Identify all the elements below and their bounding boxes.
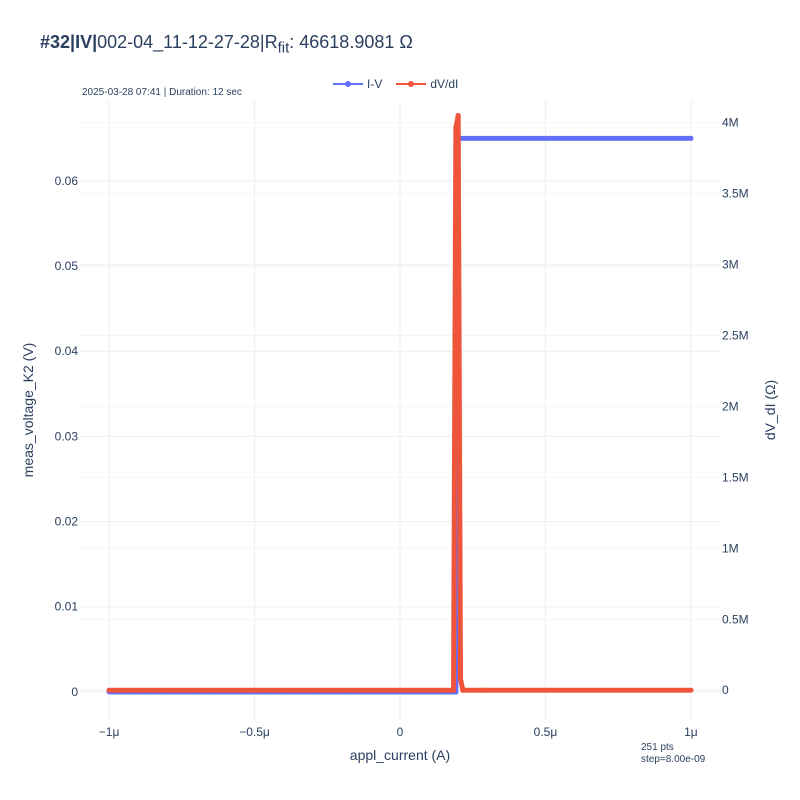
chart-title: #32|IV|002-04_11-12-27-28|Rfit: 46618.90… [40, 32, 413, 57]
title-prefix: #32|IV| [40, 32, 98, 52]
chart-subtitle: 2025-03-28 07:41 | Duration: 12 sec [82, 87, 242, 98]
y2-tick-label: 3M [722, 258, 739, 272]
series-dvdi [106, 113, 694, 693]
series-iv-point [688, 135, 694, 141]
legend-label-dvdi: dV/dI [430, 77, 459, 91]
tick-labels: −1μ −0.5μ 0 0.5μ 1μ 0 0.01 0.02 0.03 0.04 0.05 0.06… [55, 116, 749, 739]
series-dvdi-point [688, 687, 694, 693]
legend-item-iv[interactable]: I-V [333, 77, 382, 91]
footnote: 251 pts step=8.00e-09 [641, 742, 705, 766]
legend-swatch-dvdi [396, 78, 427, 90]
legend-item-dvdi[interactable]: dV/dI [396, 77, 458, 91]
x-axis-label: appl_current (A) [350, 747, 450, 763]
y-tick-label: 0.01 [55, 600, 79, 614]
title-name: 002-04_11-12-27-28|R [97, 32, 278, 52]
title-sub: fit [277, 39, 290, 57]
y-tick-label: 0 [71, 685, 78, 699]
x-tick-label: 0 [397, 725, 404, 739]
y2-tick-label: 0.5M [722, 612, 749, 626]
series-layer [106, 113, 694, 695]
step-size: step=8.00e-09 [641, 754, 706, 765]
x-tick-label: −0.5μ [239, 725, 270, 739]
y2-tick-label: 1M [722, 541, 739, 555]
y2-tick-label: 2M [722, 399, 739, 413]
x-tick-label: 0.5μ [534, 725, 558, 739]
y2-axis-label: dV_dI (Ω) [762, 380, 778, 440]
y-axis-label: meas_voltage_K2 (V) [20, 343, 36, 478]
legend-label-iv: I-V [367, 77, 383, 91]
y2-tick-label: 1.5M [722, 470, 749, 484]
y-tick-label: 0.06 [55, 174, 79, 188]
y2-tick-label: 2.5M [722, 329, 749, 343]
points-count: 251 pts [641, 742, 674, 753]
legend-swatch-iv [333, 78, 363, 90]
title-value: : 46618.9081 Ω [289, 32, 413, 52]
y2-tick-label: 0 [722, 683, 729, 697]
legend[interactable]: I-V dV/dI [333, 77, 458, 91]
y2-tick-label: 4M [722, 116, 739, 130]
y-tick-label: 0.03 [55, 429, 79, 443]
x-tick-label: −1μ [99, 725, 120, 739]
y-tick-label: 0.02 [55, 515, 79, 529]
grid [80, 100, 720, 720]
y-tick-label: 0.05 [55, 259, 79, 273]
y2-tick-label: 3.5M [722, 187, 749, 201]
x-tick-label: 1μ [684, 725, 698, 739]
y-tick-label: 0.04 [55, 344, 79, 358]
